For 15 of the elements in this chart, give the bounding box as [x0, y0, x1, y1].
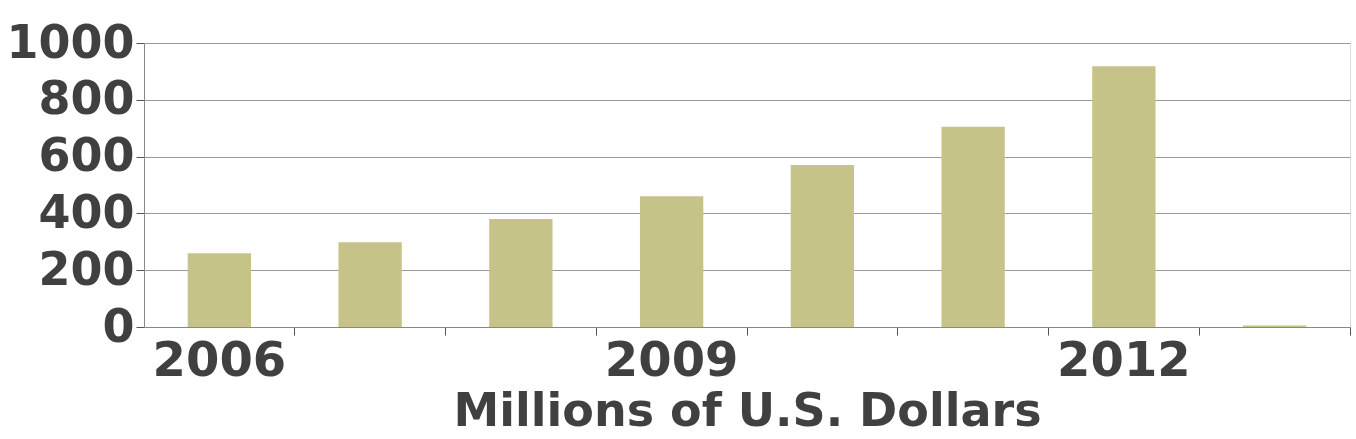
bar — [1092, 66, 1156, 327]
y-tick-label: 400 — [38, 184, 135, 239]
x-tick-label: 2012 — [1057, 330, 1191, 387]
y-tick-label: 800 — [38, 71, 135, 126]
bar — [941, 126, 1005, 327]
x-tick-label: 2006 — [152, 330, 287, 387]
y-tick-label: 200 — [38, 241, 135, 296]
y-tick-label: 0 — [102, 298, 135, 353]
y-tick-label: 1000 — [6, 14, 135, 69]
bar — [790, 165, 855, 327]
bar — [489, 219, 553, 327]
bar — [338, 242, 402, 327]
y-tick-label: 600 — [38, 128, 135, 183]
bar — [639, 196, 704, 327]
bar — [187, 253, 252, 327]
